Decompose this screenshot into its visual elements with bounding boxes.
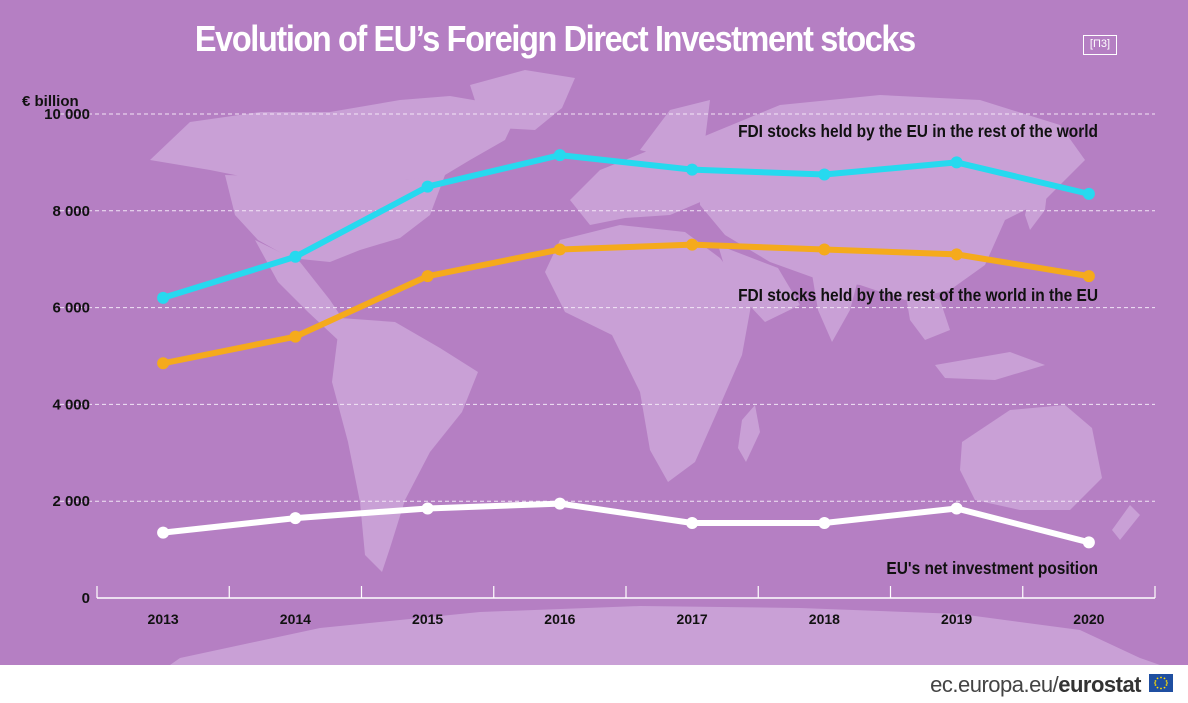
- y-tick-label: 0: [82, 590, 90, 607]
- y-tick-label: 8 000: [52, 203, 90, 220]
- data-point: [686, 516, 699, 529]
- line-chart: 0 2 000 4 000 6 000 8 000 10 000 2013 2014 2015 2…: [22, 93, 1156, 627]
- y-tick-label: 4 000: [52, 396, 90, 413]
- y-tick-label: 10 000: [44, 106, 90, 123]
- series-line: [160, 241, 1092, 367]
- series-label: EU's net investment position: [886, 558, 1098, 578]
- data-point: [289, 330, 302, 343]
- eu-flag-icon: [1149, 674, 1173, 692]
- chart-title: Evolution of EU’s Foreign Direct Investm…: [194, 18, 916, 59]
- data-point: [1082, 187, 1095, 200]
- data-point: [289, 250, 302, 263]
- y-axis-label: € billion: [22, 93, 79, 110]
- data-point: [818, 516, 831, 529]
- data-point: [1082, 536, 1095, 549]
- x-tick-label: 2019: [941, 611, 972, 627]
- footer-brand: eurostat: [1058, 672, 1141, 697]
- data-point: [421, 502, 434, 515]
- data-point: [553, 149, 566, 162]
- x-tick-label: 2015: [412, 611, 443, 627]
- y-tick-label: 6 000: [52, 300, 90, 317]
- data-point: [553, 243, 566, 256]
- y-tick-label: 2 000: [52, 493, 90, 510]
- data-point: [950, 502, 963, 515]
- data-point: [818, 168, 831, 181]
- x-tick-label: 2017: [677, 611, 708, 627]
- data-point: [1082, 270, 1095, 283]
- data-point: [157, 291, 170, 304]
- chart-panel: Evolution of EU’s Foreign Direct Investm…: [0, 0, 1188, 665]
- footer-source: ec.europa.eu/eurostat: [930, 672, 1141, 698]
- data-point: [686, 163, 699, 176]
- data-point: [818, 243, 831, 256]
- data-point: [157, 357, 170, 370]
- data-point: [686, 238, 699, 251]
- x-tick-label: 2016: [544, 611, 575, 627]
- data-point: [553, 497, 566, 510]
- series-line: [160, 500, 1092, 546]
- data-point: [157, 526, 170, 539]
- data-point: [950, 156, 963, 169]
- series-label: FDI stocks held by the EU in the rest of…: [738, 121, 1098, 141]
- x-tick-label: 2018: [809, 611, 840, 627]
- code-badge: [П3]: [1083, 35, 1117, 55]
- data-point: [421, 270, 434, 283]
- series-label: FDI stocks held by the rest of the world…: [738, 285, 1098, 305]
- x-tick-label: 2020: [1073, 611, 1104, 627]
- series-line: [160, 152, 1092, 301]
- footer-domain: ec.europa.eu/: [930, 672, 1059, 697]
- data-point: [289, 512, 302, 525]
- data-point: [950, 248, 963, 261]
- x-tick-label: 2014: [280, 611, 311, 627]
- x-tick-label: 2013: [148, 611, 179, 627]
- data-point: [421, 180, 434, 193]
